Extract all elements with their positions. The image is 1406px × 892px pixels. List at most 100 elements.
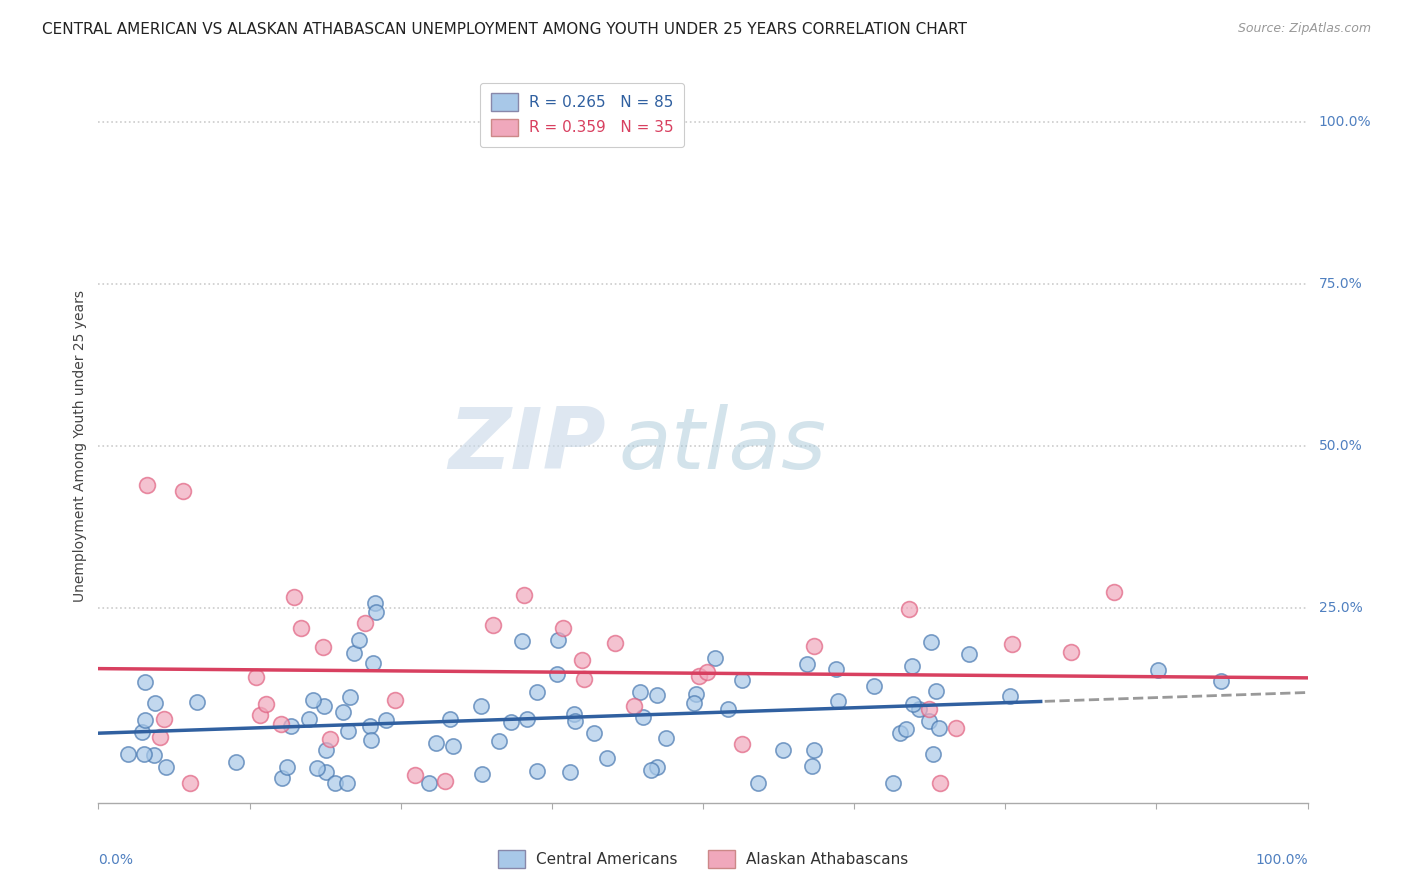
Point bbox=[271, 772, 294, 786]
Point bbox=[425, 736, 447, 750]
Point bbox=[640, 763, 662, 777]
Point bbox=[339, 690, 361, 704]
Point bbox=[1147, 663, 1170, 677]
Point bbox=[526, 684, 548, 698]
Legend: Central Americans, Alaskan Athabascans: Central Americans, Alaskan Athabascans bbox=[492, 844, 914, 873]
Point bbox=[882, 776, 904, 790]
Point bbox=[471, 766, 494, 780]
Point bbox=[143, 696, 166, 710]
Text: 75.0%: 75.0% bbox=[1319, 277, 1362, 291]
Point bbox=[513, 588, 536, 602]
Point bbox=[336, 776, 359, 790]
Point bbox=[319, 732, 342, 747]
Point bbox=[439, 712, 461, 726]
Point bbox=[135, 478, 157, 492]
Point bbox=[332, 705, 354, 719]
Point bbox=[488, 734, 510, 748]
Point bbox=[546, 667, 568, 681]
Point bbox=[547, 632, 569, 647]
Point bbox=[564, 714, 586, 728]
Point bbox=[149, 730, 172, 744]
Point bbox=[418, 776, 440, 790]
Point bbox=[803, 639, 825, 653]
Point bbox=[796, 657, 818, 671]
Point bbox=[131, 724, 153, 739]
Point bbox=[918, 714, 941, 729]
Point bbox=[945, 721, 967, 735]
Point bbox=[572, 673, 595, 687]
Point bbox=[347, 632, 370, 647]
Point bbox=[998, 690, 1021, 704]
Point bbox=[889, 726, 911, 740]
Text: ZIP: ZIP bbox=[449, 404, 606, 488]
Point bbox=[920, 634, 942, 648]
Point bbox=[731, 673, 754, 687]
Point bbox=[596, 751, 619, 765]
Point bbox=[553, 621, 575, 635]
Point bbox=[717, 702, 740, 716]
Point bbox=[312, 640, 335, 655]
Point bbox=[957, 647, 980, 661]
Point bbox=[647, 760, 669, 774]
Point bbox=[827, 694, 849, 708]
Point bbox=[134, 713, 156, 727]
Point bbox=[682, 696, 704, 710]
Point bbox=[179, 776, 201, 790]
Point bbox=[928, 776, 950, 790]
Point bbox=[172, 484, 194, 499]
Point bbox=[499, 715, 522, 730]
Point bbox=[647, 688, 669, 702]
Point bbox=[482, 618, 505, 632]
Text: 0.0%: 0.0% bbox=[98, 853, 134, 867]
Point bbox=[1001, 637, 1024, 651]
Point bbox=[863, 679, 886, 693]
Point bbox=[434, 773, 457, 788]
Text: 100.0%: 100.0% bbox=[1256, 853, 1308, 867]
Point bbox=[404, 768, 426, 782]
Point bbox=[245, 670, 267, 684]
Point bbox=[312, 698, 335, 713]
Point bbox=[558, 765, 581, 780]
Point bbox=[359, 719, 381, 733]
Point bbox=[918, 702, 941, 716]
Point bbox=[280, 719, 302, 733]
Point bbox=[298, 713, 321, 727]
Point bbox=[249, 708, 271, 723]
Point bbox=[897, 602, 920, 616]
Point bbox=[283, 590, 305, 604]
Point bbox=[925, 684, 948, 698]
Point bbox=[901, 658, 924, 673]
Point bbox=[703, 650, 725, 665]
Point bbox=[896, 723, 918, 737]
Point bbox=[603, 636, 626, 650]
Point bbox=[803, 743, 825, 757]
Text: atlas: atlas bbox=[619, 404, 827, 488]
Point bbox=[921, 747, 943, 761]
Y-axis label: Unemployment Among Youth under 25 years: Unemployment Among Youth under 25 years bbox=[73, 290, 87, 602]
Point bbox=[730, 737, 752, 751]
Text: CENTRAL AMERICAN VS ALASKAN ATHABASCAN UNEMPLOYMENT AMONG YOUTH UNDER 25 YEARS C: CENTRAL AMERICAN VS ALASKAN ATHABASCAN U… bbox=[42, 22, 967, 37]
Point bbox=[375, 713, 398, 727]
Point bbox=[152, 713, 174, 727]
Point bbox=[441, 739, 464, 754]
Text: 100.0%: 100.0% bbox=[1319, 115, 1371, 128]
Point bbox=[315, 765, 337, 780]
Point bbox=[696, 665, 718, 680]
Point bbox=[354, 615, 377, 630]
Point bbox=[685, 687, 707, 701]
Text: Source: ZipAtlas.com: Source: ZipAtlas.com bbox=[1237, 22, 1371, 36]
Point bbox=[276, 759, 298, 773]
Point bbox=[270, 717, 292, 731]
Point bbox=[1104, 585, 1126, 599]
Point bbox=[571, 653, 593, 667]
Point bbox=[583, 726, 606, 740]
Point bbox=[360, 732, 382, 747]
Point bbox=[928, 721, 950, 735]
Point bbox=[516, 712, 538, 726]
Point bbox=[384, 693, 406, 707]
Point bbox=[117, 747, 139, 761]
Point bbox=[134, 747, 156, 762]
Text: 50.0%: 50.0% bbox=[1319, 439, 1362, 453]
Point bbox=[772, 742, 794, 756]
Point bbox=[655, 731, 678, 746]
